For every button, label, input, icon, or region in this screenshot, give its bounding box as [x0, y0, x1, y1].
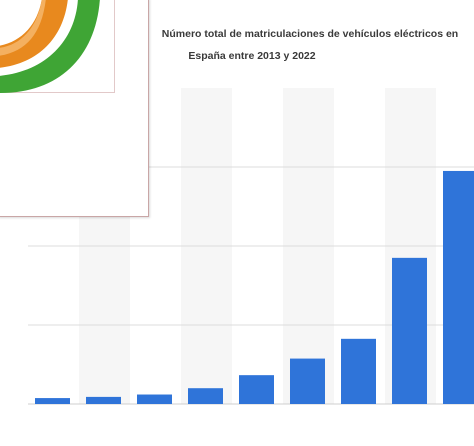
logo-frame — [0, 0, 115, 93]
bar-2021[interactable] — [443, 170, 474, 404]
bar-2019[interactable] — [341, 338, 376, 404]
bar-2015[interactable] — [137, 394, 172, 404]
bar-2016[interactable] — [188, 388, 223, 404]
chart-title: Número total de matriculaciones de vehíc… — [162, 28, 458, 40]
chart-subtitle: España entre 2013 y 2022 — [188, 50, 315, 62]
overlay-logo-card — [0, 0, 149, 217]
bar-2017[interactable] — [239, 375, 274, 404]
bar-2014[interactable] — [86, 396, 121, 404]
bar-2013[interactable] — [35, 398, 70, 404]
bars — [35, 170, 474, 404]
bar-2020[interactable] — [392, 257, 427, 404]
orange-green-swoosh-logo-icon — [0, 0, 100, 93]
bar-2018[interactable] — [290, 358, 325, 404]
